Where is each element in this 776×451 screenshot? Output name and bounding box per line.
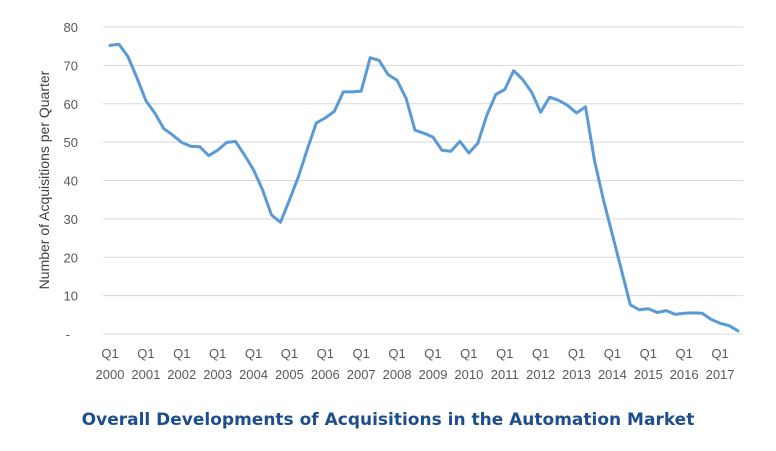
y-tick-label: 30 (64, 212, 78, 227)
series-group (108, 42, 740, 333)
x-tick-year: 2000 (96, 367, 125, 382)
y-tick-label: 40 (64, 174, 78, 189)
x-tick-year: 2003 (203, 367, 232, 382)
x-tick-quarter: Q1 (496, 346, 513, 361)
y-tick-label-zero: - (66, 327, 70, 342)
x-tick-year: 2007 (347, 367, 376, 382)
x-tick-year: 2002 (167, 367, 196, 382)
x-tick-quarter: Q1 (245, 346, 262, 361)
y-tick-label: 60 (64, 97, 78, 112)
x-tick-quarter: Q1 (317, 346, 334, 361)
x-tick-year: 2010 (454, 367, 483, 382)
x-tick-quarter: Q1 (604, 346, 621, 361)
x-tick-quarter: Q1 (532, 346, 549, 361)
x-tick-year: 2001 (131, 367, 160, 382)
chart-title: Overall Developments of Acquisitions in … (81, 410, 695, 430)
series-line (108, 42, 740, 333)
x-tick-quarter: Q1 (388, 346, 405, 361)
x-tick-year: 2005 (275, 367, 304, 382)
y-axis-ticks: 80 70 60 50 40 30 20 10 - (64, 20, 78, 342)
x-tick-year: 2008 (383, 367, 412, 382)
x-tick-year: 2011 (491, 367, 519, 382)
x-tick-quarter: Q1 (424, 346, 441, 361)
x-tick-year: 2016 (670, 367, 699, 382)
x-tick-year: 2006 (311, 367, 340, 382)
y-axis-label: Number of Acquisitions per Quarter (36, 70, 52, 289)
y-tick-label: 80 (64, 20, 78, 35)
x-tick-quarter: Q1 (675, 346, 692, 361)
x-tick-year: 2004 (239, 367, 268, 382)
x-tick-quarter: Q1 (137, 346, 154, 361)
x-tick-quarter: Q1 (101, 346, 118, 361)
y-tick-label: 10 (64, 289, 78, 304)
x-tick-quarter: Q1 (173, 346, 190, 361)
x-tick-year: 2013 (562, 367, 591, 382)
x-axis-ticks: Q1 2000 Q1 2001 Q1 2002 Q1 2003 Q1 2004 Q1 2005 Q1 20… (96, 346, 735, 382)
x-tick-quarter: Q1 (460, 346, 477, 361)
x-tick-quarter: Q1 (353, 346, 370, 361)
x-tick-year: 2012 (526, 367, 555, 382)
x-tick-year: 2017 (706, 367, 735, 382)
y-tick-label: 20 (64, 250, 78, 265)
x-tick-year: 2014 (598, 367, 627, 382)
x-tick-quarter: Q1 (209, 346, 226, 361)
y-tick-label: 70 (64, 58, 78, 73)
x-tick-year: 2015 (634, 367, 663, 382)
x-tick-year: 2009 (419, 367, 448, 382)
x-tick-quarter: Q1 (568, 346, 585, 361)
x-tick-quarter: Q1 (711, 346, 728, 361)
x-tick-quarter: Q1 (640, 346, 657, 361)
y-tick-label: 50 (64, 135, 78, 150)
x-tick-quarter: Q1 (281, 346, 298, 361)
gridlines (103, 26, 743, 297)
